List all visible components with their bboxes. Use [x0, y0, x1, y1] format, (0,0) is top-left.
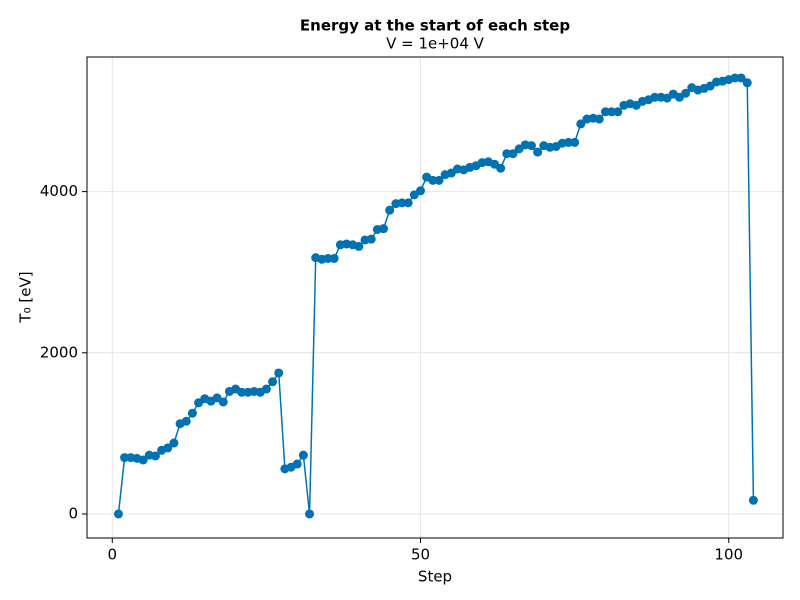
data-point — [150, 451, 160, 461]
data-point — [742, 78, 752, 88]
y-axis-label: T₀ [eV] — [17, 271, 35, 323]
data-point — [502, 149, 512, 159]
data-point — [681, 88, 691, 98]
data-point — [181, 416, 191, 426]
data-point — [526, 141, 536, 151]
data-point — [496, 163, 506, 173]
y-tick-label: 0 — [68, 504, 78, 522]
data-point — [113, 509, 123, 519]
data-point — [508, 149, 518, 159]
data-point — [736, 73, 746, 83]
data-point — [416, 186, 426, 196]
data-point — [607, 107, 617, 117]
data-point — [292, 459, 302, 469]
data-point — [434, 175, 444, 185]
data-point — [650, 92, 660, 102]
data-point — [138, 455, 148, 465]
data-point — [533, 147, 543, 157]
data-point — [563, 137, 573, 147]
plot-frame — [86, 56, 784, 539]
data-point — [163, 443, 173, 453]
data-point — [120, 453, 130, 463]
y-tick-label: 4000 — [40, 182, 78, 200]
data-point — [354, 241, 364, 251]
data-point — [274, 368, 284, 378]
x-tick-label: 50 — [411, 546, 430, 564]
data-point — [600, 107, 610, 117]
chart-subtitle: V = 1e+04 V — [386, 35, 485, 53]
x-tick-label: 0 — [108, 546, 118, 564]
x-tick-label: 100 — [714, 546, 743, 564]
data-point — [298, 450, 308, 460]
data-point — [397, 198, 407, 208]
data-point — [323, 253, 333, 263]
data-point — [237, 387, 247, 397]
data-point — [385, 205, 395, 215]
data-point — [305, 509, 315, 519]
series-line — [117, 77, 755, 515]
y-tick-label: 2000 — [40, 343, 78, 361]
data-point — [594, 114, 604, 124]
data-point — [268, 377, 278, 387]
data-point — [570, 137, 580, 147]
data-point — [187, 408, 197, 418]
data-point — [366, 234, 376, 244]
data-point — [748, 495, 758, 505]
data-point — [218, 397, 228, 407]
data-point — [261, 384, 271, 394]
data-point — [428, 175, 438, 185]
data-point — [730, 73, 740, 83]
x-axis-label: Step — [418, 568, 452, 586]
chart-title: Energy at the start of each step — [300, 17, 570, 35]
data-point — [576, 119, 586, 129]
data-point — [379, 224, 389, 234]
data-point — [329, 253, 339, 263]
data-point — [403, 198, 413, 208]
data-point — [169, 438, 179, 448]
data-point — [613, 107, 623, 117]
